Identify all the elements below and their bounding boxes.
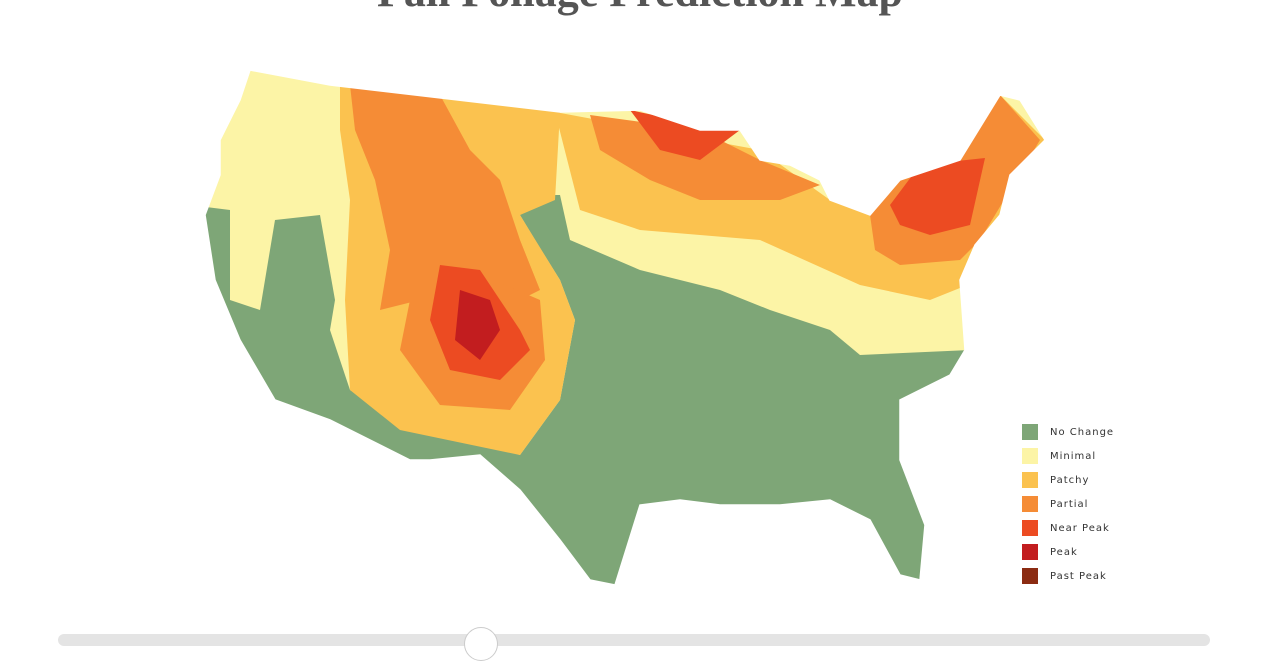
legend-swatch <box>1022 448 1038 464</box>
legend-label: Past Peak <box>1050 570 1107 582</box>
legend-label: No Change <box>1050 426 1115 438</box>
legend-item: Peak <box>1022 540 1114 564</box>
legend-item: Minimal <box>1022 444 1114 468</box>
slider-handle[interactable] <box>464 627 498 661</box>
legend-swatch <box>1022 496 1038 512</box>
legend-label: Peak <box>1050 546 1078 558</box>
legend-swatch <box>1022 544 1038 560</box>
page-title: Fall Foliage Prediction Map <box>0 0 1280 17</box>
legend: No Change Minimal Patchy Partial Near Peak Pe… <box>1022 420 1114 588</box>
legend-label: Minimal <box>1050 450 1097 462</box>
legend-label: Partial <box>1050 498 1089 510</box>
legend-label: Patchy <box>1050 474 1090 486</box>
legend-item: No Change <box>1022 420 1114 444</box>
date-slider[interactable] <box>58 634 1210 646</box>
legend-item: Past Peak <box>1022 564 1114 588</box>
legend-swatch <box>1022 520 1038 536</box>
legend-label: Near Peak <box>1050 522 1110 534</box>
legend-swatch <box>1022 472 1038 488</box>
legend-item: Patchy <box>1022 468 1114 492</box>
map <box>204 69 1046 586</box>
legend-swatch <box>1022 424 1038 440</box>
map-regions <box>205 70 1045 585</box>
legend-item: Partial <box>1022 492 1114 516</box>
legend-item: Near Peak <box>1022 516 1114 540</box>
legend-swatch <box>1022 568 1038 584</box>
